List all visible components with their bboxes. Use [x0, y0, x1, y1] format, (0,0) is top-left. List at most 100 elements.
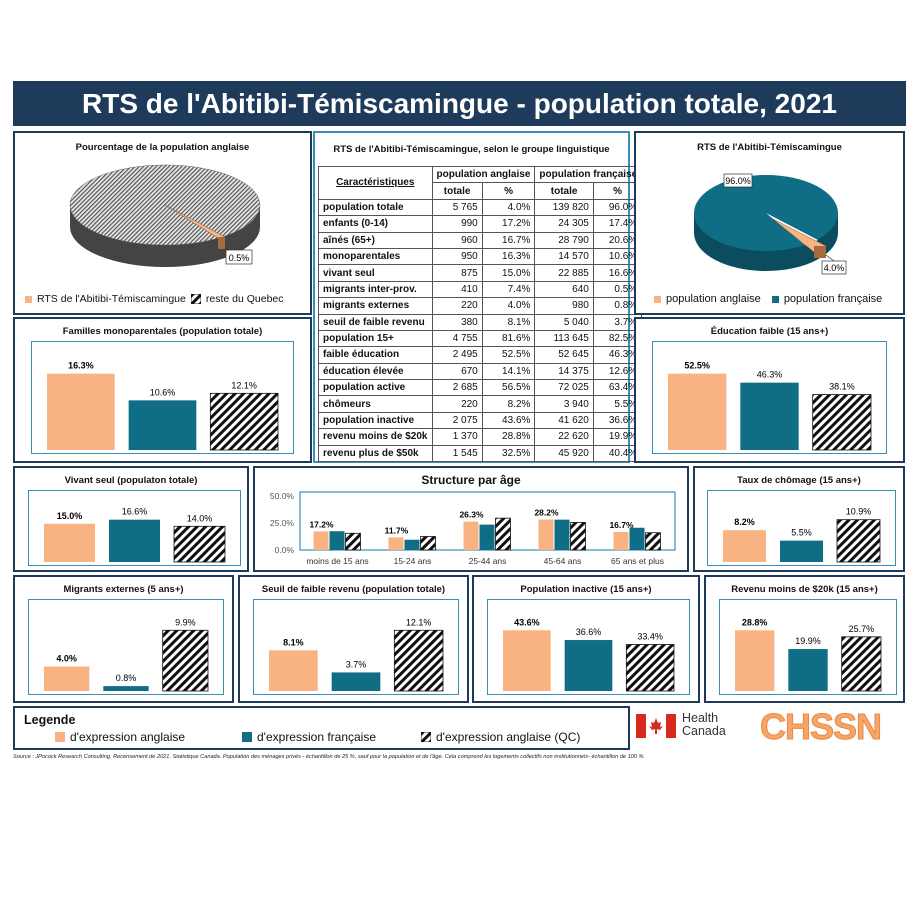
- chart-sfr: 8.1% 3.7% 12.1%: [269, 617, 444, 692]
- cell-value: 875: [431, 264, 483, 282]
- chart-title-mono: Familles monoparentales (population tota…: [62, 326, 263, 337]
- pie-right-label-fr: 96.0%: [725, 176, 751, 186]
- data-label-seul-2: 14.0%: [187, 513, 213, 523]
- data-label-age-2: 26.3%: [459, 510, 484, 520]
- data-label-chom-2: 10.9%: [846, 507, 872, 517]
- data-label-mono-0: 16.3%: [68, 361, 94, 371]
- chart-inact: 43.6% 36.6% 33.4%: [503, 617, 675, 692]
- pie-left-chart: 0.5%: [69, 164, 261, 267]
- bar-edu-2: [812, 394, 872, 451]
- pie-right-label-ang: 4.0%: [824, 263, 845, 273]
- data-label-age-1: 11.7%: [385, 525, 409, 535]
- row-label: population totale: [318, 198, 433, 217]
- cell-value: 7.4%: [481, 280, 536, 299]
- cell-value: 14.1%: [481, 362, 536, 381]
- data-label-age-4: 16.7%: [609, 520, 634, 530]
- pie-right-legend: population anglaise population française: [654, 293, 882, 305]
- health-canada-text: Health Canada: [682, 712, 726, 738]
- sub-pct-ang: %: [481, 182, 536, 200]
- table-row: population 15+ 4 755 81.6% 113 645 82.5%: [318, 329, 643, 348]
- cell-value: 8.2%: [481, 395, 536, 413]
- data-label-migr-0: 4.0%: [56, 653, 77, 663]
- legend-swatch-0: [55, 732, 65, 742]
- cell-value: 28.8%: [481, 428, 536, 446]
- data-label-rev-0: 28.8%: [742, 617, 768, 627]
- data-label-seul-1: 16.6%: [122, 507, 148, 517]
- pie-left-legend: RTS de l'Abitibi-Témiscamingue reste du …: [25, 293, 284, 305]
- chart-mono: 16.3% 10.6% 12.1%: [47, 361, 279, 451]
- legend-swatch-rts: [25, 295, 32, 303]
- panel-inact: Population inactive (15 ans+) 43.6% 36.6%…: [472, 575, 700, 703]
- cell-value: 22 620: [534, 428, 594, 446]
- bar-age-4-1: [629, 527, 645, 550]
- data-label-edu-1: 46.3%: [757, 370, 783, 380]
- table-row: faible éducation 2 495 52.5% 52 645 46.3%: [318, 346, 643, 364]
- bar-rev-0: [735, 630, 775, 691]
- bar-chom-2: [836, 519, 881, 563]
- table-row: migrants inter-prov. 410 7.4% 640 0.5%: [318, 280, 643, 299]
- bar-migr-0: [44, 666, 90, 691]
- table-row: aînés (65+) 960 16.7% 28 790 20.6%: [318, 231, 643, 249]
- row-label: éducation élevée: [318, 362, 433, 381]
- legend-panel: Legende d'expression anglaise d'expressi…: [13, 706, 630, 750]
- cell-value: 410: [431, 280, 483, 299]
- row-label: migrants inter-prov.: [318, 280, 433, 299]
- source-note: Source : JPocock Research Consulting. Re…: [13, 754, 645, 760]
- bar-mono-1: [128, 400, 197, 450]
- data-label-rev-2: 25.7%: [849, 624, 875, 634]
- data-label-chom-1: 5.5%: [791, 528, 812, 538]
- data-label-age-3: 28.2%: [534, 508, 559, 518]
- bar-age-3-2: [570, 522, 586, 551]
- table-row: éducation élevée 670 14.1% 14 375 12.6%: [318, 362, 643, 381]
- cell-value: 4 755: [431, 329, 483, 348]
- cell-value: 81.6%: [481, 329, 536, 348]
- panel-mono: Familles monoparentales (population tota…: [13, 317, 312, 463]
- legend-swatch-1: [242, 732, 252, 742]
- x-tick-label-0: moins de 15 ans: [306, 556, 368, 566]
- row-label: revenu moins de $20k: [318, 428, 433, 446]
- bar-inact-2: [625, 644, 675, 692]
- cell-value: 16.3%: [481, 247, 536, 266]
- col-char-header: Caractéristiques: [318, 166, 433, 200]
- pie-right-legend-0: population anglaise: [666, 293, 761, 305]
- chart-edu: 52.5% 46.3% 38.1%: [668, 361, 872, 451]
- legend-swatch-anglaise: [654, 295, 661, 303]
- health-canada-logo: Health Canada: [636, 712, 746, 746]
- table-panel: RTS de l'Abitibi-Témiscamingue, selon le…: [313, 131, 643, 463]
- row-label: enfants (0-14): [318, 215, 433, 233]
- data-label-chom-0: 8.2%: [734, 517, 755, 527]
- panel-age: Structure par âge 50.0% 25.0% 0.0% 17.2% moi…: [253, 466, 689, 572]
- bar-sfr-1: [331, 672, 381, 691]
- row-label: population inactive: [318, 411, 433, 430]
- bar-age-1-2: [420, 536, 436, 551]
- row-label: seuil de faible revenu: [318, 313, 433, 331]
- cell-value: 1 545: [431, 444, 483, 463]
- data-label-edu-0: 52.5%: [684, 361, 710, 371]
- data-label-inact-0: 43.6%: [514, 617, 540, 627]
- bar-age-2-1: [479, 524, 495, 550]
- legend-item-qc: d'expression anglaise (QC): [421, 730, 580, 744]
- row-label: population active: [318, 379, 433, 397]
- chart-title-inact: Population inactive (15 ans+): [520, 584, 652, 595]
- table-row: chômeurs 220 8.2% 3 940 5.5%: [318, 395, 643, 413]
- table-row: population totale 5 765 4.0% 139 820 96.0%: [318, 198, 643, 217]
- bar-migr-2: [162, 629, 209, 692]
- table-row: migrants externes 220 4.0% 980 0.8%: [318, 297, 643, 315]
- cell-value: 28 790: [534, 231, 594, 249]
- data-label-mono-2: 12.1%: [231, 380, 257, 390]
- cell-value: 5 765: [431, 198, 483, 217]
- cell-value: 1 370: [431, 428, 483, 446]
- legend-swatch-francaise: [771, 295, 779, 303]
- cell-value: 45 920: [534, 444, 594, 463]
- pie-left-legend-1: reste du Quebec: [205, 293, 284, 305]
- chart-title-sfr: Seuil de faible revenu (population total…: [261, 584, 446, 595]
- data-label-seul-0: 15.0%: [57, 511, 83, 521]
- cell-value: 113 645: [534, 329, 594, 348]
- chart-title-seul: Vivant seul (populaton totale): [64, 475, 198, 486]
- col-fr-header: population française: [534, 165, 643, 184]
- chart-title-migr: Migrants externes (5 ans+): [63, 584, 184, 595]
- hc-line1: Health: [682, 711, 719, 725]
- row-label: chômeurs: [318, 395, 433, 413]
- pie-left-slice-label: 0.5%: [229, 253, 250, 263]
- data-label-mono-1: 10.6%: [150, 387, 176, 397]
